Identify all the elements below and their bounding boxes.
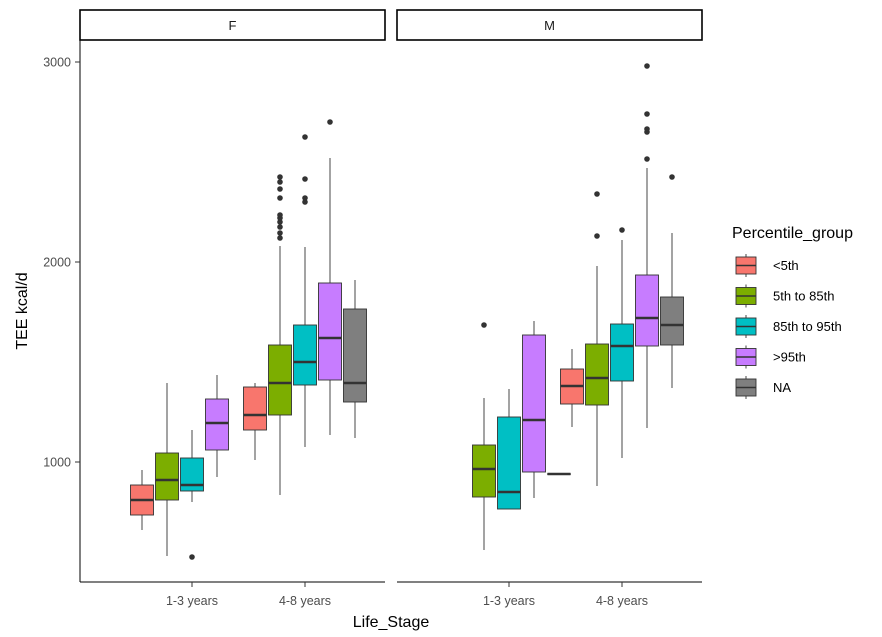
- legend-label: 5th to 85th: [773, 289, 834, 304]
- outlier-point: [277, 195, 283, 201]
- box-iqr: [180, 457, 204, 492]
- box-iqr: [205, 398, 229, 451]
- box-iqr: [635, 274, 659, 347]
- legend-item: 85th to 95th: [735, 315, 842, 338]
- box-iqr: [268, 344, 292, 416]
- outlier-point: [644, 63, 650, 69]
- box-4-8-years-85th-to-95th: [610, 227, 634, 458]
- box-1-3-years-5th-to-85th: [155, 383, 179, 556]
- box-4-8-years--5th: [560, 349, 584, 427]
- box-iqr: [318, 282, 342, 381]
- legend-label: >95th: [773, 350, 806, 365]
- box-iqr: [243, 386, 267, 431]
- outlier-point: [189, 554, 195, 560]
- box-iqr: [497, 416, 521, 510]
- outlier-point: [644, 126, 650, 132]
- box-1-3-years--5th: [130, 470, 154, 530]
- outlier-point: [277, 230, 283, 236]
- y-tick-label: 2000: [43, 256, 71, 270]
- box-1-3-years-5th-to-85th: [472, 322, 496, 550]
- x-tick-label: 1-3 years: [483, 594, 535, 608]
- box-4-8-years--95th: [318, 119, 342, 435]
- box-iqr: [343, 308, 367, 403]
- x-tick-label: 4-8 years: [596, 594, 648, 608]
- box-4-8-years-5th-to-85th: [268, 174, 292, 495]
- box-1-3-years--95th: [205, 375, 229, 477]
- outlier-point: [594, 191, 600, 197]
- outlier-point: [594, 233, 600, 239]
- legend-item: <5th: [735, 254, 799, 277]
- box-iqr: [155, 452, 179, 501]
- facet-panel-f: F 1-3 years 4-8 years: [79, 9, 386, 608]
- y-tick-label: 3000: [43, 56, 71, 70]
- legend-item: 5th to 85th: [735, 284, 834, 308]
- box-4-8-years-na: [660, 174, 684, 388]
- legend-title: Percentile_group: [732, 225, 853, 242]
- outlier-point: [277, 235, 283, 241]
- box-iqr: [293, 324, 317, 386]
- box-1-3-years-85th-to-95th: [497, 389, 521, 510]
- outlier-point: [481, 322, 487, 328]
- outlier-point: [619, 227, 625, 233]
- x-tick-label: 4-8 years: [279, 594, 331, 608]
- box-iqr: [610, 323, 634, 382]
- box-1-3-years--95th: [522, 321, 546, 498]
- y-axis-title: TEE kcal/d: [14, 272, 31, 349]
- legend: Percentile_group <5th 5th to 85th 85th to …: [732, 225, 853, 399]
- facet-strip-label: F: [229, 18, 237, 33]
- y-tick-label: 1000: [43, 456, 71, 470]
- outlier-point: [302, 199, 308, 205]
- x-axis-title: Life_Stage: [353, 614, 430, 631]
- y-axis: 1000 2000 3000: [43, 40, 81, 582]
- box-4-8-years--95th: [635, 63, 659, 428]
- box-1-3-years-85th-to-95th: [180, 430, 204, 560]
- legend-item: NA: [735, 376, 791, 399]
- outlier-point: [277, 174, 283, 180]
- legend-item: >95th: [735, 345, 806, 369]
- panels-layer: F 1-3 years 4-8 years M 1-3 years 4-8 years: [79, 9, 703, 608]
- outlier-point: [644, 156, 650, 162]
- outlier-point: [327, 119, 333, 125]
- legend-label: NA: [773, 380, 791, 395]
- legend-label: 85th to 95th: [773, 319, 842, 334]
- outlier-point: [277, 212, 283, 218]
- facet-strip: [79, 9, 386, 41]
- box-iqr: [522, 334, 546, 473]
- box-iqr: [585, 343, 609, 406]
- box-4-8-years-5th-to-85th: [585, 191, 609, 486]
- outlier-point: [277, 179, 283, 185]
- facet-strip: [396, 9, 703, 41]
- outlier-point: [669, 174, 675, 180]
- outlier-point: [302, 176, 308, 182]
- x-tick-label: 1-3 years: [166, 594, 218, 608]
- facet-panel-m: M 1-3 years 4-8 years: [396, 9, 703, 608]
- outlier-point: [302, 134, 308, 140]
- outlier-point: [277, 219, 283, 225]
- outlier-point: [302, 195, 308, 201]
- legend-label: <5th: [773, 258, 799, 273]
- outlier-point: [644, 111, 650, 117]
- facet-strip-label: M: [544, 18, 555, 33]
- box-iqr: [660, 296, 684, 346]
- box-4-8-years-na: [343, 280, 367, 438]
- outlier-point: [277, 186, 283, 192]
- box-4-8-years--5th: [243, 383, 267, 460]
- box-iqr: [472, 444, 496, 498]
- box-4-8-years-85th-to-95th: [293, 134, 317, 447]
- outlier-point: [277, 224, 283, 230]
